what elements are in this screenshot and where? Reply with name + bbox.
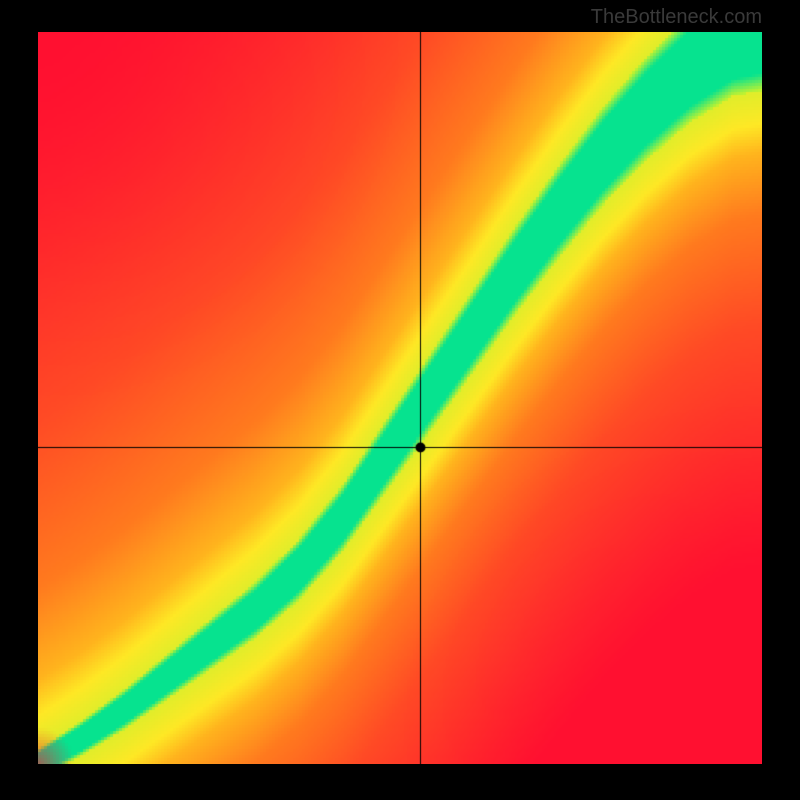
watermark-text: TheBottleneck.com <box>591 6 762 29</box>
bottleneck-heatmap <box>38 32 762 764</box>
chart-container: TheBottleneck.com <box>0 0 800 800</box>
